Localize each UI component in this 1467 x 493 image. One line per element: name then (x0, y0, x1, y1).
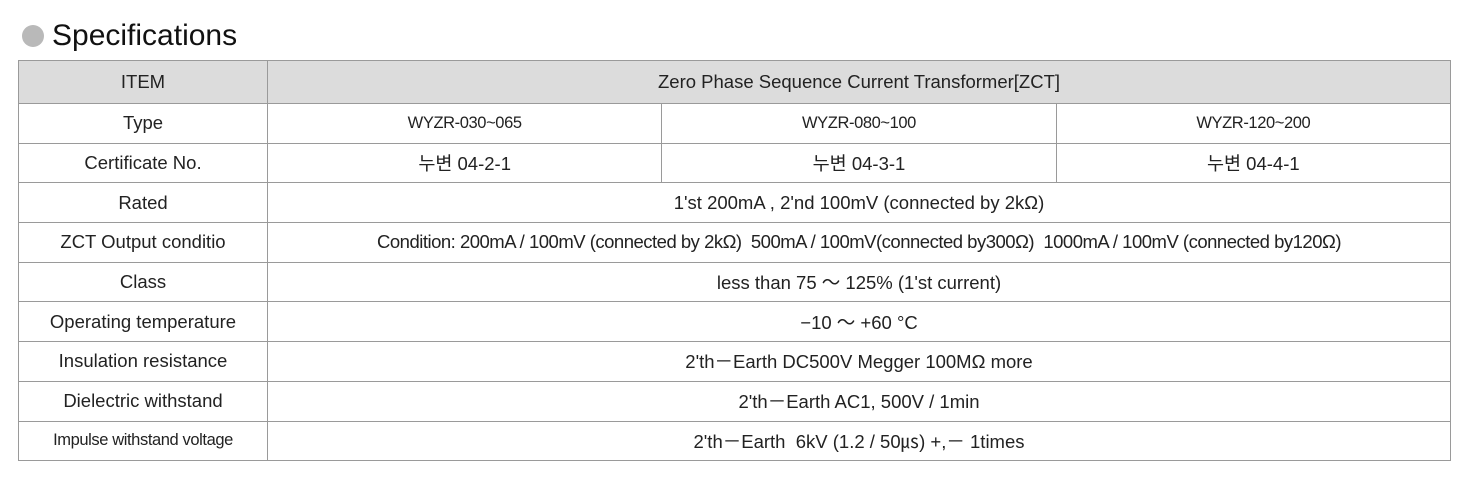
value-cell: 2'th－Earth 6kV (1.2 / 50㎲) +,－ 1times (267, 420, 1451, 462)
table-row: Operating temperature −10 ～ +60 °C (18, 301, 1451, 343)
table-row: Insulation resistance 2'th－Earth DC500V M… (18, 341, 1451, 382)
table-head: ITEM Zero Phase Sequence Current Transfor… (18, 60, 1451, 104)
item-cell: ZCT Output conditio (18, 222, 268, 263)
bullet (22, 25, 44, 47)
section-title: Specifications (52, 19, 238, 52)
spec-table: ITEM Zero Phase Sequence Current Transfor… (18, 60, 1452, 462)
header-row: ITEM Zero Phase Sequence Current Transfor… (18, 60, 1451, 104)
item-cell: Impulse withstand voltage (18, 420, 268, 462)
table-row: ZCT Output conditio Condition: 200mA / 10… (18, 222, 1451, 263)
item-cell: Type (18, 103, 268, 144)
table-row: Impulse withstand voltage 2'th－Earth 6kV … (18, 420, 1451, 462)
value-cell: WYZR-120~200 (1055, 103, 1452, 144)
header-cell: Zero Phase Sequence Current Transformer[… (267, 60, 1451, 104)
value-cell: WYZR-080~100 (661, 103, 1057, 144)
value-cell: 2'th－Earth AC1, 500V / 1min (267, 380, 1451, 422)
table-body: Type WYZR-030~065 WYZR-080~100 WYZR-120~200… (18, 103, 1452, 462)
table-row: Class less than 75 ～ 125% (1'st current) (18, 261, 1451, 303)
value-cell: −10 ～ +60 °C (267, 301, 1451, 343)
item-cell: Rated (18, 182, 268, 224)
table-row: Type WYZR-030~065 WYZR-080~100 WYZR-120~200 (18, 103, 1452, 144)
value-cell: 2'th－Earth DC500V Megger 100MΩ more (267, 341, 1451, 382)
table-row: Certificate No. 누변 04-2-1 누변 04-3-1 누변 04-4… (18, 142, 1452, 184)
section-heading: Specifications (22, 16, 237, 56)
item-cell: Operating temperature (18, 301, 268, 343)
item-cell: Certificate No. (18, 142, 268, 184)
value-cell: WYZR-030~065 (266, 103, 663, 144)
item-cell: Insulation resistance (18, 341, 268, 382)
value-cell: Condition: 200mA / 100mV (connected by 2… (267, 222, 1451, 263)
item-cell: Dielectric withstand (18, 380, 268, 422)
item-cell: Class (18, 261, 268, 303)
value-cell: less than 75 ～ 125% (1'st current) (267, 261, 1451, 303)
table-row: Dielectric withstand 2'th－Earth AC1, 500V… (18, 380, 1451, 422)
table-row: Rated 1'st 200mA , 2'nd 100mV (connected … (18, 182, 1451, 224)
value-cell: 1'st 200mA , 2'nd 100mV (connected by 2k… (267, 182, 1451, 224)
value-cell: 누변 04-2-1 (266, 142, 663, 184)
value-cell: 누변 04-4-1 (1055, 142, 1452, 184)
value-cell: 누변 04-3-1 (661, 142, 1057, 184)
item-header: ITEM (18, 60, 268, 104)
